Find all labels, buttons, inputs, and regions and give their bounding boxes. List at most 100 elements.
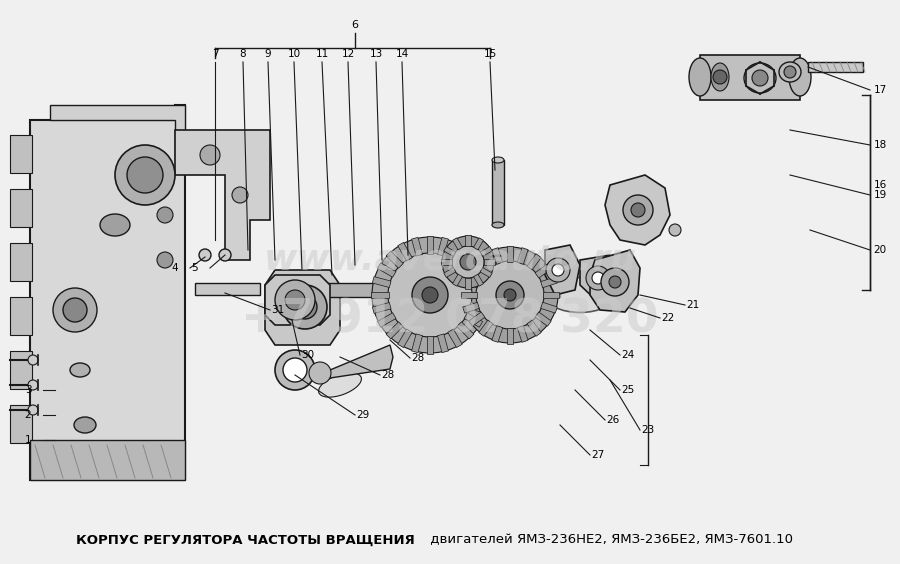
Circle shape: [412, 277, 448, 313]
Text: 3: 3: [24, 385, 32, 395]
Bar: [472, 292, 489, 298]
Text: 12: 12: [341, 49, 355, 59]
Text: 6: 6: [352, 20, 358, 30]
Polygon shape: [10, 351, 32, 389]
Text: 31: 31: [272, 305, 284, 315]
Bar: [541, 277, 557, 288]
Bar: [507, 328, 513, 343]
Text: 19: 19: [873, 190, 886, 200]
Text: 11: 11: [315, 49, 328, 59]
Circle shape: [504, 289, 516, 301]
Bar: [195, 283, 260, 295]
Circle shape: [546, 258, 570, 282]
Circle shape: [496, 281, 524, 309]
Circle shape: [372, 237, 488, 353]
Bar: [469, 264, 485, 278]
Circle shape: [157, 207, 173, 223]
Text: 15: 15: [483, 49, 497, 59]
Circle shape: [300, 302, 310, 312]
Polygon shape: [580, 255, 620, 302]
Circle shape: [476, 261, 544, 329]
Polygon shape: [30, 105, 185, 480]
Bar: [527, 254, 541, 270]
Bar: [457, 251, 474, 268]
Bar: [371, 292, 389, 298]
Bar: [544, 292, 559, 298]
Bar: [479, 320, 493, 336]
Circle shape: [275, 350, 315, 390]
Polygon shape: [330, 345, 393, 378]
Circle shape: [115, 145, 175, 205]
Polygon shape: [10, 297, 32, 335]
Bar: [492, 160, 504, 225]
Bar: [437, 237, 448, 256]
Text: 17: 17: [873, 85, 886, 95]
Bar: [447, 329, 463, 347]
Bar: [386, 322, 403, 339]
Bar: [465, 236, 471, 246]
Circle shape: [28, 355, 38, 365]
Circle shape: [293, 295, 317, 319]
Bar: [473, 274, 483, 286]
Bar: [518, 325, 528, 342]
Bar: [377, 313, 396, 327]
Text: 7: 7: [212, 49, 219, 59]
Text: двигателей ЯМЗ-236НЕ2, ЯМЗ-236БЕ2, ЯМЗ-7601.10: двигателей ЯМЗ-236НЕ2, ЯМЗ-236БЕ2, ЯМЗ-7…: [427, 534, 794, 547]
Circle shape: [442, 236, 494, 288]
Bar: [373, 302, 392, 314]
Bar: [492, 248, 503, 265]
Circle shape: [631, 203, 645, 217]
Bar: [469, 312, 485, 326]
Bar: [457, 322, 474, 339]
Polygon shape: [30, 440, 185, 480]
Circle shape: [784, 66, 796, 78]
Text: 24: 24: [621, 350, 634, 360]
Bar: [492, 325, 503, 342]
Text: 21: 21: [687, 300, 699, 310]
Ellipse shape: [689, 58, 711, 96]
Text: 18: 18: [873, 140, 886, 150]
Text: www.avercauto.ru: www.avercauto.ru: [264, 243, 636, 277]
Text: 28: 28: [382, 370, 394, 380]
Bar: [469, 302, 488, 314]
Circle shape: [275, 280, 315, 320]
Polygon shape: [10, 243, 32, 281]
Circle shape: [285, 290, 305, 310]
Bar: [270, 283, 560, 297]
Polygon shape: [265, 270, 340, 345]
Bar: [536, 264, 552, 278]
Circle shape: [28, 405, 38, 415]
Text: 5: 5: [192, 263, 198, 273]
Text: 20: 20: [873, 245, 886, 255]
Bar: [444, 267, 455, 277]
Circle shape: [232, 187, 248, 203]
Bar: [464, 263, 482, 277]
Bar: [518, 248, 528, 265]
Circle shape: [283, 285, 327, 329]
Circle shape: [623, 195, 653, 225]
Polygon shape: [545, 245, 580, 295]
Bar: [700, 55, 800, 100]
Circle shape: [388, 253, 472, 337]
Bar: [469, 276, 488, 288]
Circle shape: [552, 264, 564, 276]
Circle shape: [127, 157, 163, 193]
Bar: [507, 246, 513, 262]
Circle shape: [53, 288, 97, 332]
Ellipse shape: [744, 63, 776, 93]
Ellipse shape: [711, 63, 729, 91]
Ellipse shape: [492, 157, 504, 163]
Circle shape: [752, 70, 768, 86]
Polygon shape: [10, 135, 32, 173]
Bar: [437, 334, 448, 352]
Bar: [463, 277, 480, 288]
Bar: [463, 302, 480, 313]
Circle shape: [200, 145, 220, 165]
Bar: [398, 243, 412, 261]
Bar: [427, 336, 433, 354]
Text: 9: 9: [265, 49, 271, 59]
Circle shape: [452, 246, 484, 278]
Bar: [541, 302, 557, 313]
Text: КОРПУС РЕГУЛЯТОРА ЧАСТОТЫ ВРАЩЕНИЯ: КОРПУС РЕГУЛЯТОРА ЧАСТОТЫ ВРАЩЕНИЯ: [76, 534, 414, 547]
Text: 1: 1: [24, 435, 32, 445]
